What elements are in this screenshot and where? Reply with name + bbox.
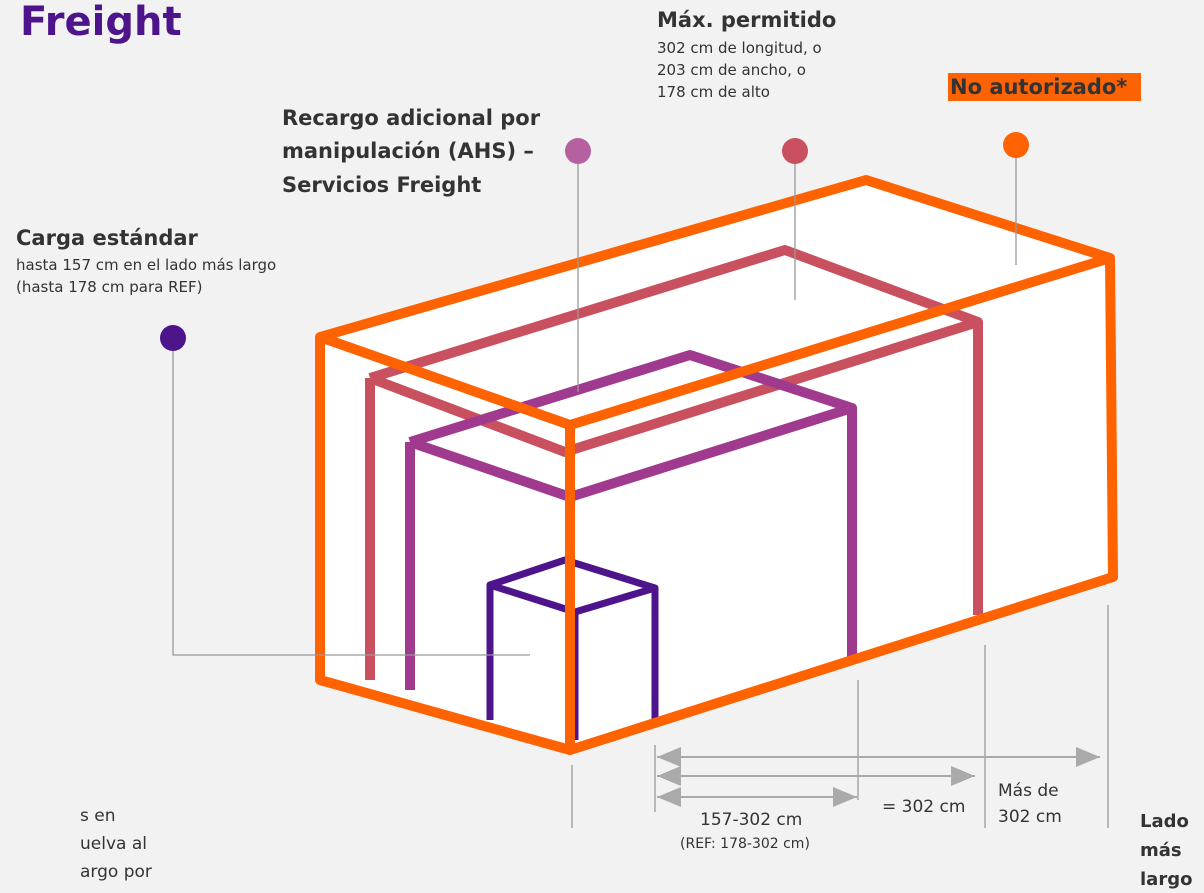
standard-line: hasta 157 cm en el lado más largo bbox=[16, 256, 276, 274]
not-authorized: No autorizado* bbox=[950, 75, 1127, 99]
ahs-line: Servicios Freight bbox=[282, 173, 481, 197]
footnote: uelva al bbox=[80, 834, 147, 854]
max-line: 203 cm de ancho, o bbox=[657, 61, 806, 79]
dimension-lines bbox=[571, 605, 1109, 828]
axis-label: largo bbox=[1140, 869, 1192, 890]
max-line: 302 cm de longitud, o bbox=[657, 39, 822, 57]
title: Freight bbox=[20, 0, 182, 45]
over-label: 302 cm bbox=[998, 807, 1062, 827]
equal-label: = 302 cm bbox=[882, 797, 965, 817]
over-label: Más de bbox=[998, 781, 1059, 801]
footnote: argo por bbox=[80, 862, 152, 882]
leaders bbox=[160, 132, 1029, 656]
badge bbox=[948, 73, 1141, 101]
boxes bbox=[315, 175, 1118, 755]
ahs-line: manipulación (AHS) – bbox=[282, 139, 534, 163]
ahs-line: Recargo adicional por bbox=[282, 106, 541, 130]
range-ref-label: (REF: 178-302 cm) bbox=[680, 836, 810, 852]
range-label: 157-302 cm bbox=[700, 810, 802, 830]
standard-line: (hasta 178 cm para REF) bbox=[16, 278, 202, 296]
max-title: Máx. permitido bbox=[657, 8, 836, 32]
footnote: s en bbox=[80, 806, 116, 826]
max-line: 178 cm de alto bbox=[657, 83, 770, 101]
standard-title: Carga estándar bbox=[16, 226, 199, 250]
axis-label: más bbox=[1140, 840, 1182, 861]
axis-label: Lado bbox=[1140, 811, 1189, 832]
